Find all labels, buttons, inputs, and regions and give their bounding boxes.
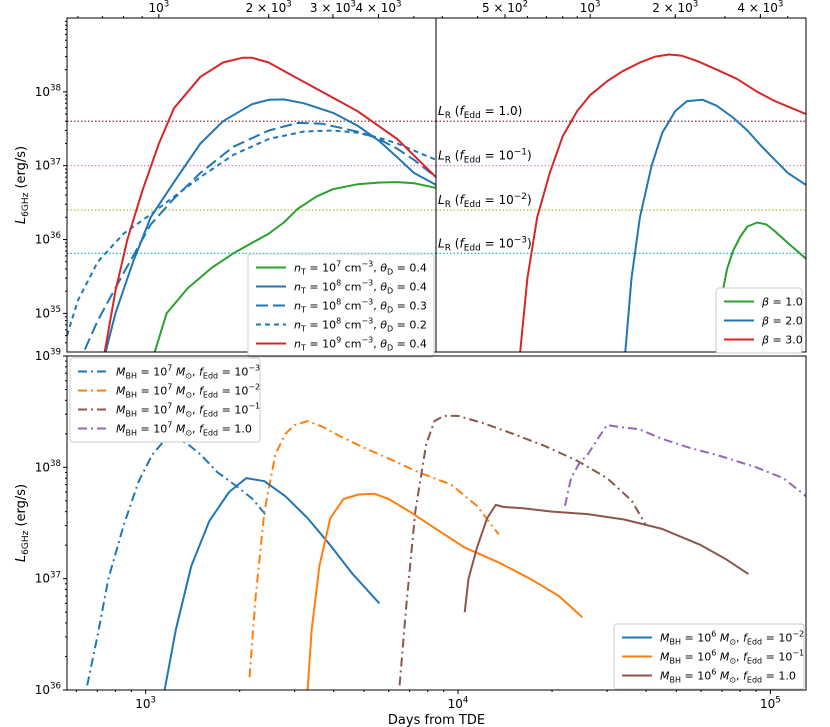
legend-entry: β = 2.0	[761, 315, 803, 328]
series-line	[163, 477, 381, 690]
series-line	[519, 53, 806, 352]
legend-entry: MBH = 106 M⊙, fEdd = 10−2	[660, 630, 804, 647]
legend-frame	[69, 357, 261, 443]
panel-bottom: 103 104 105 1036 1037 1038 1039 L6GHz (erg/s) Da…	[14, 348, 807, 727]
x-tick-label: 104	[448, 696, 469, 711]
series-line	[67, 129, 436, 336]
legend-frame	[613, 623, 805, 690]
y-axis-label: L6GHz (erg/s)	[14, 484, 31, 562]
series-line	[306, 492, 583, 690]
legend-entry: MBH = 106 M⊙, fEdd = 1.0	[660, 668, 796, 685]
legend-beta: β = 1.0 β = 2.0 β = 3.0	[715, 287, 803, 354]
y-tick-label: 1036	[35, 682, 61, 697]
legend-entry: nT = 107 cm−3, θD = 0.4	[294, 260, 427, 277]
legend-entry: MBH = 107 M⊙, fEdd = 10−3	[116, 364, 260, 381]
legend-entry: β = 3.0	[761, 334, 803, 347]
y-tick-label: 1036	[35, 231, 61, 246]
axes-frame	[435, 17, 807, 353]
legend-entry: MBH = 107 M⊙, fEdd = 10−2	[116, 383, 260, 400]
legend-entry: MBH = 107 M⊙, fEdd = 1.0	[116, 421, 252, 438]
y-axis-label: L6GHz (erg/s)	[14, 146, 31, 224]
legend-upper: MBH = 107 M⊙, fEdd = 10−3 MBH = 107 M⊙, f…	[69, 357, 261, 443]
reference-line-label: LR (fEdd = 10−3)	[438, 235, 532, 253]
series-line	[248, 420, 500, 678]
x-tick-label: 2 × 103	[652, 0, 698, 15]
series-line	[86, 437, 268, 686]
x-tick-label: 4 × 103	[737, 0, 783, 15]
legend-entry: MBH = 107 M⊙, fEdd = 10−1	[116, 402, 260, 419]
legend-entry: nT = 109 cm−3, θD = 0.4	[294, 336, 427, 353]
x-tick-label: 105	[760, 696, 781, 711]
series-line	[624, 98, 806, 352]
legend-entry: nT = 108 cm−3, θD = 0.2	[294, 317, 427, 334]
series-line	[153, 181, 436, 352]
x-tick-label: 103	[148, 0, 169, 15]
y-tick-label: 1037	[35, 157, 61, 172]
legend-lower: MBH = 106 M⊙, fEdd = 10−2 MBH = 106 M⊙, f…	[613, 623, 805, 690]
series-line	[716, 221, 806, 352]
reference-line-label: LR (fEdd = 1.0)	[438, 104, 522, 121]
legend-entry: MBH = 106 M⊙, fEdd = 10−1	[660, 649, 804, 666]
legend-entry: nT = 108 cm−3, θD = 0.3	[294, 298, 427, 315]
legend-density: nT = 107 cm−3, θD = 0.4 nT = 108 cm−3, θD…	[247, 253, 435, 358]
panel-top-left: 103 2 × 103 3 × 103 4 × 103 1035 1036 1037 1038…	[14, 0, 437, 358]
series-line	[103, 56, 436, 352]
series-line	[463, 503, 749, 613]
y-tick-label: 1038	[35, 83, 61, 98]
series-line	[398, 414, 647, 686]
reference-line-label: LR (fEdd = 10−2)	[438, 192, 532, 210]
x-tick-label: 103	[580, 0, 601, 15]
x-axis-label: Days from TDE	[388, 713, 485, 727]
x-tick-label: 2 × 103	[246, 0, 292, 15]
y-tick-label: 1039	[35, 348, 61, 363]
x-tick-label: 3 × 103	[310, 0, 356, 15]
legend-entry: β = 1.0	[761, 296, 803, 309]
reference-line-label: LR (fEdd = 10−1)	[438, 148, 532, 166]
series-line	[564, 424, 806, 507]
x-tick-label: 4 × 103	[355, 0, 401, 15]
y-tick-label: 1035	[35, 305, 61, 320]
y-tick-label: 1038	[35, 459, 61, 474]
x-tick-label: 5 × 102	[482, 0, 528, 15]
legend-frame	[715, 287, 803, 354]
legend-entry: nT = 108 cm−3, θD = 0.4	[294, 279, 427, 296]
x-tick-label: 103	[135, 696, 156, 711]
series-line	[82, 121, 436, 352]
legend-frame	[247, 253, 435, 358]
panel-top-right: LR (fEdd = 1.0) LR (fEdd = 10−1) LR (fEdd …	[435, 0, 807, 354]
axes-frame	[66, 355, 807, 691]
series-line	[104, 98, 436, 352]
y-tick-label: 1037	[35, 570, 61, 585]
